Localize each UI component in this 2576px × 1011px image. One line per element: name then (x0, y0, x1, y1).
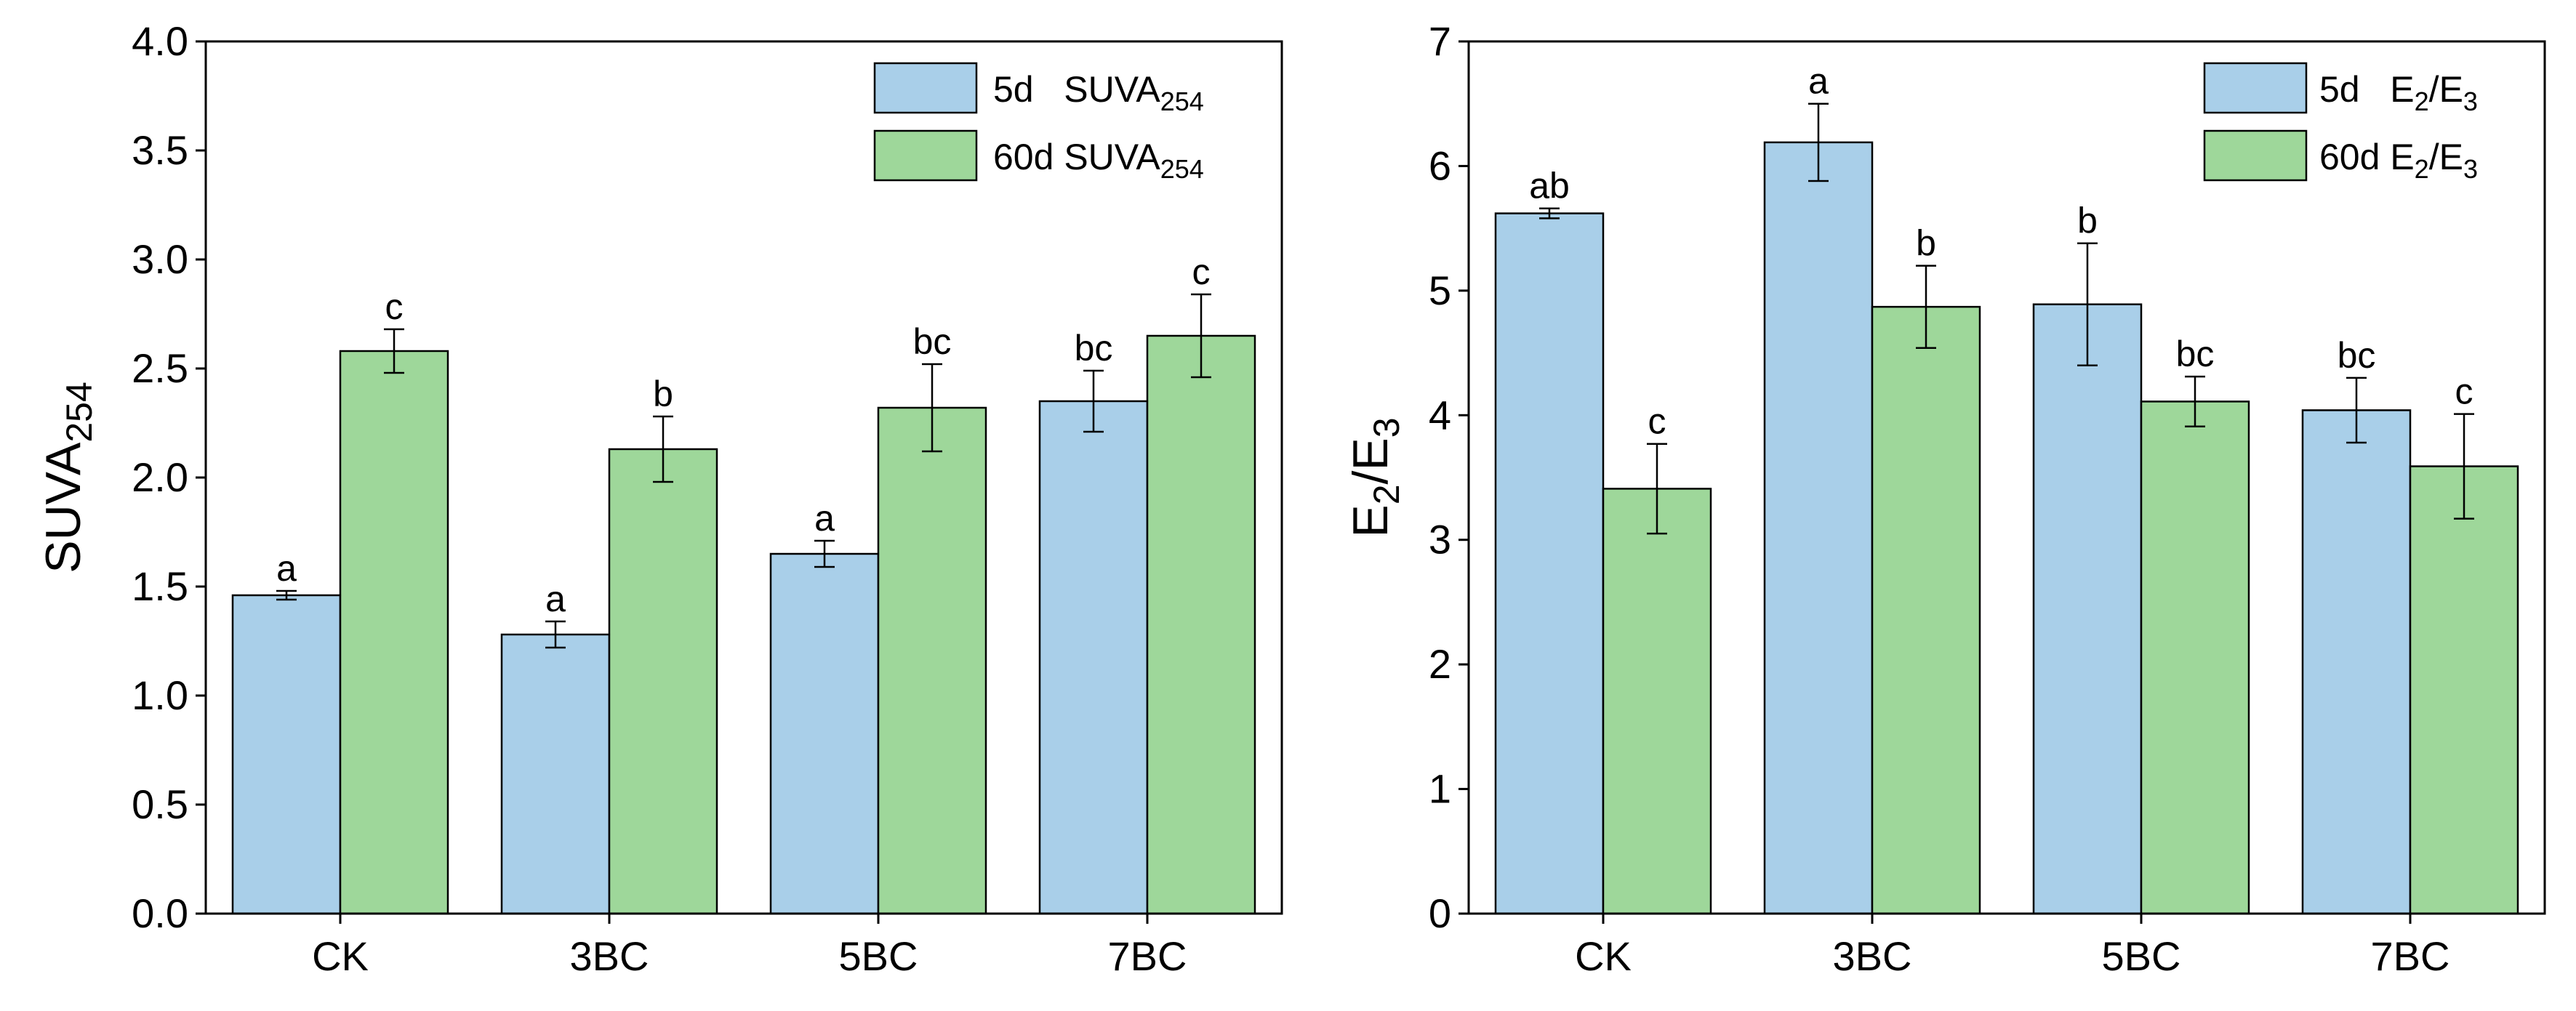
suva254-legend: 5d SUVA254 60d SUVA254 (873, 62, 1204, 184)
e2e3-error-bar-5d-3bc (1808, 102, 1829, 182)
legend-swatch-5d (873, 62, 978, 114)
suva254-error-bar-60d-7bc (1191, 293, 1211, 379)
suva254-bar-5d-5bc (769, 552, 880, 915)
legend-item-5d-suva254: 5d SUVA254 (873, 62, 1204, 116)
e2e3-x-tick-label-ck: CK (1575, 933, 1632, 979)
suva254-x-tick-label-ck: CK (312, 933, 369, 979)
legend-swatch-60d (2203, 129, 2308, 182)
suva254-error-bar-5d-5bc (814, 539, 835, 568)
suva254-bar-60d-ck (339, 350, 449, 915)
suva254-significance-label-60d-5bc: bc (913, 321, 952, 362)
suva254-error-bar-5d-ck (276, 589, 297, 601)
suva254-y-tick-label: 0.0 (132, 890, 188, 936)
legend-label-5d-suva254: 5d SUVA254 (993, 69, 1204, 116)
e2e3-significance-label-5d-ck: ab (1529, 166, 1570, 206)
e2e3-error-bar-5d-7bc (2346, 376, 2367, 444)
legend-label-5d-e2e3: 5d E2/E3 (2319, 69, 2478, 116)
suva254-error-bar-5d-3bc (545, 620, 566, 649)
e2e3-significance-label-5d-5bc: b (2077, 201, 2098, 241)
legend-swatch-60d (873, 129, 978, 182)
legend-item-60d-suva254: 60d SUVA254 (873, 129, 1204, 184)
suva254-significance-label-5d-7bc: bc (1075, 328, 1113, 368)
suva254-y-tick-label: 0.5 (132, 781, 188, 827)
e2e3-y-tick-label: 4 (1429, 392, 1451, 438)
suva254-bar-60d-3bc (608, 448, 718, 915)
e2e3-error-bar-5d-5bc (2077, 242, 2098, 366)
e2e3-legend: 5d E2/E3 60d E2/E3 (2203, 62, 2478, 184)
e2e3-x-tick-label-3bc: 3BC (1833, 933, 1912, 979)
e2e3-y-tick-label: 5 (1429, 267, 1451, 313)
legend-item-60d-e2e3: 60d E2/E3 (2203, 129, 2478, 184)
suva254-error-bar-60d-3bc (653, 415, 673, 483)
legend-label-60d-suva254: 60d SUVA254 (993, 137, 1204, 184)
suva254-y-tick-label: 4.0 (132, 18, 188, 64)
e2e3-bar-5d-7bc (2301, 409, 2412, 915)
suva254-x-tick-label-5bc: 5BC (839, 933, 918, 979)
suva254-significance-label-5d-5bc: a (814, 498, 835, 539)
suva254-error-bar-60d-5bc (922, 363, 942, 453)
suva254-error-bar-5d-7bc (1083, 369, 1104, 433)
e2e3-error-bar-60d-3bc (1916, 265, 1936, 349)
suva254-significance-label-60d-3bc: b (653, 374, 673, 414)
e2e3-y-tick-label: 0 (1429, 890, 1451, 936)
e2e3-y-tick-label: 6 (1429, 142, 1451, 188)
e2e3-bar-60d-ck (1602, 488, 1712, 915)
e2e3-bar-60d-7bc (2409, 465, 2519, 915)
e2e3-y-tick-label: 3 (1429, 517, 1451, 563)
e2e3-error-bar-60d-5bc (2185, 375, 2205, 427)
suva254-y-tick-label: 3.5 (132, 127, 188, 173)
e2e3-significance-label-5d-7bc: bc (2338, 335, 2376, 376)
suva254-significance-label-5d-ck: a (276, 548, 297, 589)
legend-swatch-5d (2203, 62, 2308, 114)
suva254-bar-5d-ck (231, 594, 342, 915)
e2e3-bar-60d-5bc (2140, 400, 2250, 915)
suva254-x-axis: CK 3BC 5BC 7BC (312, 914, 1187, 979)
suva254-y-tick-label: 1.0 (132, 672, 188, 718)
e2e3-y-tick-label: 7 (1429, 18, 1451, 64)
e2e3-y-tick-label: 1 (1429, 766, 1451, 812)
legend-item-5d-e2e3: 5d E2/E3 (2203, 62, 2478, 116)
suva254-y-tick-label: 3.0 (132, 236, 188, 282)
suva254-significance-label-60d-7bc: c (1192, 251, 1211, 292)
e2e3-x-axis: CK 3BC 5BC 7BC (1575, 914, 2449, 979)
suva254-y-tick-label: 2.0 (132, 454, 188, 500)
legend-label-60d-e2e3: 60d E2/E3 (2319, 137, 2478, 184)
e2e3-significance-label-60d-ck: c (1648, 401, 1666, 442)
suva254-significance-label-60d-ck: c (385, 286, 404, 327)
suva254-chart: a a a bc c b bc c 0.0 0.5 1.0 1.5 2.0 2.5 3.0 3.5 4.0 C… (36, 18, 1283, 979)
e2e3-y-axis: 0 1 2 3 4 5 6 7 (1429, 18, 1469, 936)
suva254-error-bar-60d-ck (384, 328, 404, 374)
e2e3-plot-frame (1467, 40, 2546, 915)
e2e3-bar-5d-5bc (2032, 303, 2143, 915)
suva254-y-axis-title: SUVA254 (36, 382, 100, 573)
e2e3-significance-label-60d-7bc: c (2455, 371, 2473, 412)
suva254-bar-60d-5bc (877, 406, 987, 915)
suva254-y-tick-label: 1.5 (132, 563, 188, 609)
e2e3-error-bar-5d-ck (1539, 207, 1560, 219)
e2e3-significance-label-60d-3bc: b (1916, 223, 1936, 264)
suva254-bar-5d-3bc (500, 633, 611, 915)
suva254-x-tick-label-7bc: 7BC (1108, 933, 1187, 979)
suva254-significance-label-5d-3bc: a (545, 579, 566, 619)
suva254-bar-60d-7bc (1146, 334, 1256, 915)
e2e3-y-tick-label: 2 (1429, 641, 1451, 687)
e2e3-y-axis-title: E2/E3 (1343, 417, 1407, 537)
suva254-bars: a a a bc c b bc c (231, 251, 1256, 915)
e2e3-x-tick-label-5bc: 5BC (2102, 933, 2181, 979)
suva254-y-tick-label: 2.5 (132, 345, 188, 391)
suva254-bar-5d-7bc (1038, 400, 1149, 915)
e2e3-error-bar-60d-7bc (2454, 413, 2474, 520)
e2e3-significance-label-5d-3bc: a (1808, 61, 1829, 102)
e2e3-error-bar-60d-ck (1647, 443, 1667, 535)
e2e3-bar-5d-3bc (1763, 141, 1874, 915)
e2e3-bar-60d-3bc (1871, 305, 1981, 915)
e2e3-bar-5d-ck (1494, 212, 1605, 915)
e2e3-x-tick-label-7bc: 7BC (2371, 933, 2450, 979)
suva254-y-axis: 0.0 0.5 1.0 1.5 2.0 2.5 3.0 3.5 4.0 (132, 18, 206, 936)
suva254-x-tick-label-3bc: 3BC (570, 933, 649, 979)
e2e3-significance-label-60d-5bc: bc (2176, 334, 2215, 374)
